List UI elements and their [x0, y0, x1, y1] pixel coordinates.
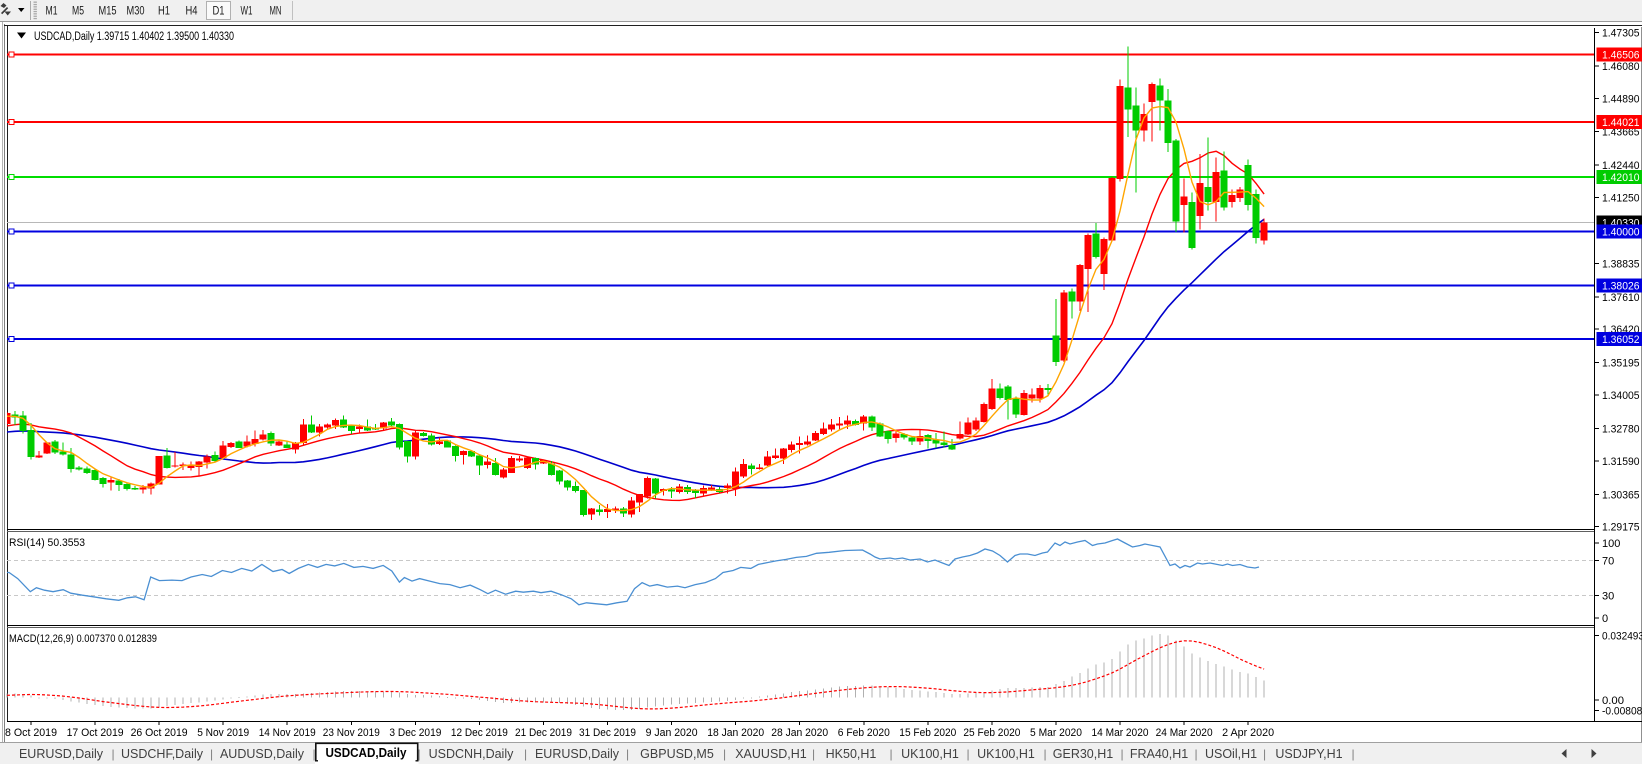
svg-text:1.42440: 1.42440 [1602, 160, 1640, 172]
svg-text:1.42010: 1.42010 [1602, 172, 1640, 184]
svg-text:2 Apr 2020: 2 Apr 2020 [1222, 727, 1274, 739]
svg-text:1.30365: 1.30365 [1602, 489, 1640, 501]
svg-text:14 Nov 2019: 14 Nov 2019 [259, 727, 316, 739]
svg-text:|: | [1120, 747, 1123, 761]
svg-text:12 Dec 2019: 12 Dec 2019 [451, 727, 508, 739]
svg-text:|: | [723, 747, 726, 761]
svg-text:USDCHF,Daily: USDCHF,Daily [121, 747, 204, 761]
svg-text:24 Mar 2020: 24 Mar 2020 [1156, 727, 1213, 739]
svg-text:H4: H4 [186, 6, 198, 18]
svg-text:70: 70 [1602, 556, 1614, 568]
svg-text:EURUSD,Daily: EURUSD,Daily [19, 747, 104, 761]
svg-text:0.00: 0.00 [1602, 695, 1624, 707]
svg-text:1.44021: 1.44021 [1602, 117, 1640, 129]
svg-text:|: | [1351, 747, 1354, 761]
svg-text:1.31590: 1.31590 [1602, 456, 1640, 468]
svg-text:|: | [210, 747, 213, 761]
svg-text:1.44890: 1.44890 [1602, 93, 1640, 105]
svg-text:W1: W1 [241, 6, 253, 18]
svg-text:D1: D1 [213, 6, 225, 18]
svg-text:18 Jan 2020: 18 Jan 2020 [707, 727, 764, 739]
svg-text:100: 100 [1602, 538, 1620, 550]
svg-text:|: | [1263, 747, 1266, 761]
svg-text:1.41250: 1.41250 [1602, 193, 1640, 205]
svg-text:MACD(12,26,9) 0.007370 0.01283: MACD(12,26,9) 0.007370 0.012839 [9, 633, 157, 645]
svg-text:15 Feb 2020: 15 Feb 2020 [899, 727, 956, 739]
svg-text:RSI(14) 50.3553: RSI(14) 50.3553 [9, 537, 85, 549]
svg-text:USOil,H1: USOil,H1 [1205, 747, 1257, 761]
svg-text:XAUUSD,H1: XAUUSD,H1 [735, 747, 807, 761]
svg-text:6 Feb 2020: 6 Feb 2020 [838, 727, 890, 739]
svg-text:M15: M15 [99, 6, 117, 18]
svg-text:FRA40,H1: FRA40,H1 [1130, 747, 1188, 761]
svg-text:28 Jan 2020: 28 Jan 2020 [771, 727, 828, 739]
svg-text:1.47305: 1.47305 [1602, 28, 1640, 40]
svg-text:|: | [1194, 747, 1197, 761]
svg-text:1.38026: 1.38026 [1602, 281, 1640, 293]
svg-text:|: | [312, 747, 315, 761]
svg-text:23 Nov 2019: 23 Nov 2019 [323, 727, 380, 739]
svg-text:UK100,H1: UK100,H1 [901, 747, 959, 761]
svg-text:|: | [626, 747, 629, 761]
svg-text:USDCAD,Daily: USDCAD,Daily [326, 746, 407, 760]
svg-text:AUDUSD,Daily: AUDUSD,Daily [220, 747, 305, 761]
svg-text:31 Dec 2019: 31 Dec 2019 [579, 727, 636, 739]
svg-text:|: | [889, 747, 892, 761]
svg-text:EURUSD,Daily: EURUSD,Daily [535, 747, 620, 761]
svg-text:3 Dec 2019: 3 Dec 2019 [389, 727, 441, 739]
svg-text:M1: M1 [46, 6, 58, 18]
svg-text:1.37610: 1.37610 [1602, 292, 1640, 304]
svg-text:UK100,H1: UK100,H1 [977, 747, 1035, 761]
svg-text:1.36052: 1.36052 [1602, 334, 1640, 346]
svg-text:USDCNH,Daily: USDCNH,Daily [429, 747, 514, 761]
svg-text:0.032493: 0.032493 [1602, 630, 1642, 642]
svg-text:0: 0 [1602, 613, 1608, 625]
svg-text:1.32780: 1.32780 [1602, 423, 1640, 435]
svg-text:USDCAD,Daily 1.39715 1.40402: USDCAD,Daily 1.39715 1.40402 1.39500 1.4… [34, 31, 234, 43]
svg-text:-0.008086: -0.008086 [1602, 706, 1642, 718]
svg-text:MN: MN [270, 6, 282, 18]
svg-text:USDJPY,H1: USDJPY,H1 [1275, 747, 1342, 761]
svg-text:1.46080: 1.46080 [1602, 61, 1640, 73]
svg-text:GBPUSD,M5: GBPUSD,M5 [640, 747, 714, 761]
svg-text:1.34005: 1.34005 [1602, 390, 1640, 402]
svg-text:1.29175: 1.29175 [1602, 522, 1640, 534]
svg-text:1.46506: 1.46506 [1602, 50, 1640, 62]
svg-text:9 Jan 2020: 9 Jan 2020 [646, 727, 698, 739]
svg-text:25 Feb 2020: 25 Feb 2020 [963, 727, 1020, 739]
svg-text:HK50,H1: HK50,H1 [826, 747, 877, 761]
svg-text:|: | [417, 747, 420, 761]
svg-text:1.38835: 1.38835 [1602, 258, 1640, 270]
svg-text:|: | [1043, 747, 1046, 761]
svg-text:GER30,H1: GER30,H1 [1053, 747, 1113, 761]
svg-text:30: 30 [1602, 591, 1614, 603]
svg-text:5 Nov 2019: 5 Nov 2019 [197, 727, 249, 739]
svg-text:M5: M5 [72, 6, 84, 18]
svg-text:1.40000: 1.40000 [1602, 227, 1640, 239]
svg-text:1.35195: 1.35195 [1602, 358, 1640, 370]
svg-text:26 Oct 2019: 26 Oct 2019 [131, 727, 188, 739]
svg-text:M30: M30 [127, 6, 145, 18]
svg-text:|: | [966, 747, 969, 761]
svg-text:|: | [111, 747, 114, 761]
svg-text:1.43665: 1.43665 [1602, 127, 1640, 139]
svg-text:17 Oct 2019: 17 Oct 2019 [67, 727, 124, 739]
svg-text:14 Mar 2020: 14 Mar 2020 [1092, 727, 1149, 739]
svg-text:8 Oct 2019: 8 Oct 2019 [5, 727, 57, 739]
svg-text:H1: H1 [158, 6, 170, 18]
svg-text:|: | [524, 747, 527, 761]
svg-text:|: | [812, 747, 815, 761]
svg-text:21 Dec 2019: 21 Dec 2019 [515, 727, 572, 739]
svg-text:5 Mar 2020: 5 Mar 2020 [1030, 727, 1082, 739]
